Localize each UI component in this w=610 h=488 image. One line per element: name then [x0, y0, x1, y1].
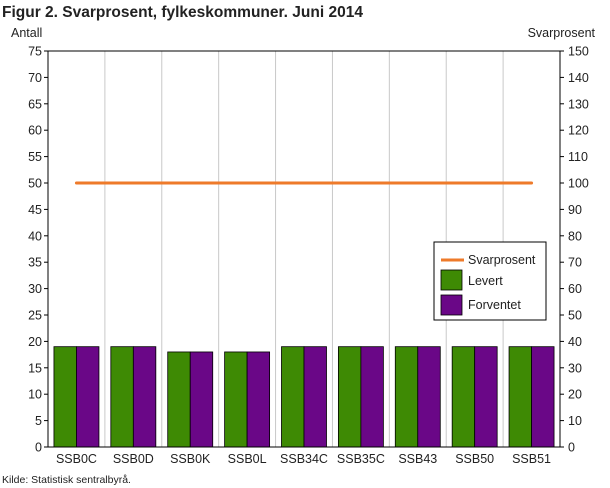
left-tick-label: 5	[35, 414, 42, 428]
right-tick-label: 90	[568, 203, 582, 217]
bar-forventet-ssb35c	[360, 346, 384, 448]
left-tick-label: 15	[28, 361, 42, 375]
x-tick-label: SSB35C	[337, 452, 385, 466]
legend-swatch-levert	[440, 269, 463, 291]
right-tick-label: 60	[568, 282, 582, 296]
legend-label-levert: Levert	[468, 274, 503, 288]
left-tick-label: 25	[28, 309, 42, 323]
right-tick-label: 10	[568, 414, 582, 428]
bar-levert-ssb34c	[281, 346, 305, 448]
right-axis-title: Svarprosent	[528, 26, 596, 40]
left-tick-label: 45	[28, 203, 42, 217]
left-tick-label: 70	[28, 71, 42, 85]
legend: Svarprosent Levert Forventet	[433, 241, 547, 321]
bar-forventet-ssb0k	[189, 351, 214, 448]
bar-forventet-ssb43	[417, 346, 441, 448]
right-tick-label: 20	[568, 388, 582, 402]
x-tick-label: SSB0C	[56, 452, 97, 466]
x-tick-label: SSB43	[398, 452, 437, 466]
left-tick-label: 65	[28, 97, 42, 111]
x-axis-labels: SSB0C SSB0D SSB0K SSB0L SSB34C SSB35C SSB43 SSB…	[56, 452, 551, 466]
right-tick-label: 30	[568, 361, 582, 375]
bar-forventet-ssb50	[474, 346, 498, 448]
bar-levert-ssb0d	[110, 346, 134, 448]
x-tick-label: SSB50	[455, 452, 494, 466]
plot-area-frame	[47, 50, 561, 448]
legend-label-forventet: Forventet	[468, 298, 521, 312]
bar-series	[53, 346, 555, 448]
bar-levert-ssb0k	[167, 351, 191, 448]
gridlines	[104, 51, 504, 447]
left-tick-label: 55	[28, 150, 42, 164]
left-axis-ticks: 0 5 10 15 20 25 30 35 40 45 50 55 60 65 70 75	[28, 45, 48, 455]
bar-forventet-ssb0l	[246, 351, 271, 448]
right-tick-label: 100	[568, 177, 589, 191]
left-tick-label: 0	[35, 441, 42, 455]
right-tick-label: 130	[568, 97, 589, 111]
x-tick-label: SSB34C	[280, 452, 328, 466]
bar-forventet-ssb0d	[132, 346, 157, 448]
left-tick-label: 10	[28, 388, 42, 402]
legend-swatch-forventet	[440, 294, 463, 316]
x-tick-label: SSB51	[512, 452, 551, 466]
x-tick-label: SSB0D	[113, 452, 154, 466]
bar-forventet-ssb0c	[76, 346, 100, 448]
right-axis-ticks: 0 10 20 30 40 50 60 70 80 90 100 110 120 130 140 150	[560, 45, 589, 455]
right-tick-label: 80	[568, 229, 582, 243]
bar-levert-ssb35c	[337, 346, 362, 448]
left-tick-label: 60	[28, 124, 42, 138]
bar-levert-ssb0c	[53, 346, 77, 448]
bar-levert-ssb0l	[224, 351, 248, 448]
right-tick-label: 50	[568, 309, 582, 323]
right-tick-label: 120	[568, 124, 589, 138]
chart-title: Figur 2. Svarprosent, fylkeskommuner. Ju…	[2, 4, 363, 21]
left-tick-label: 75	[28, 45, 42, 59]
bar-levert-ssb51	[508, 346, 532, 448]
left-tick-label: 35	[28, 256, 42, 270]
bar-levert-ssb50	[451, 346, 476, 448]
source-note: Kilde: Statistisk sentralbyrå.	[2, 474, 131, 486]
right-tick-label: 150	[568, 45, 589, 59]
right-tick-label: 0	[568, 441, 575, 455]
left-axis-title: Antall	[11, 26, 42, 40]
bar-forventet-ssb51	[531, 346, 555, 448]
left-tick-label: 20	[28, 335, 42, 349]
x-tick-label: SSB0L	[228, 452, 267, 466]
right-tick-label: 110	[568, 150, 588, 164]
bar-forventet-ssb34c	[303, 346, 327, 448]
right-tick-label: 70	[568, 256, 582, 270]
left-tick-label: 40	[28, 229, 42, 243]
legend-label-svarprosent: Svarprosent	[468, 253, 536, 267]
bar-levert-ssb43	[394, 346, 419, 448]
left-tick-label: 50	[28, 177, 42, 191]
right-tick-label: 140	[568, 71, 589, 85]
left-tick-label: 30	[28, 282, 42, 296]
right-tick-label: 40	[568, 335, 582, 349]
x-tick-label: SSB0K	[170, 452, 211, 466]
